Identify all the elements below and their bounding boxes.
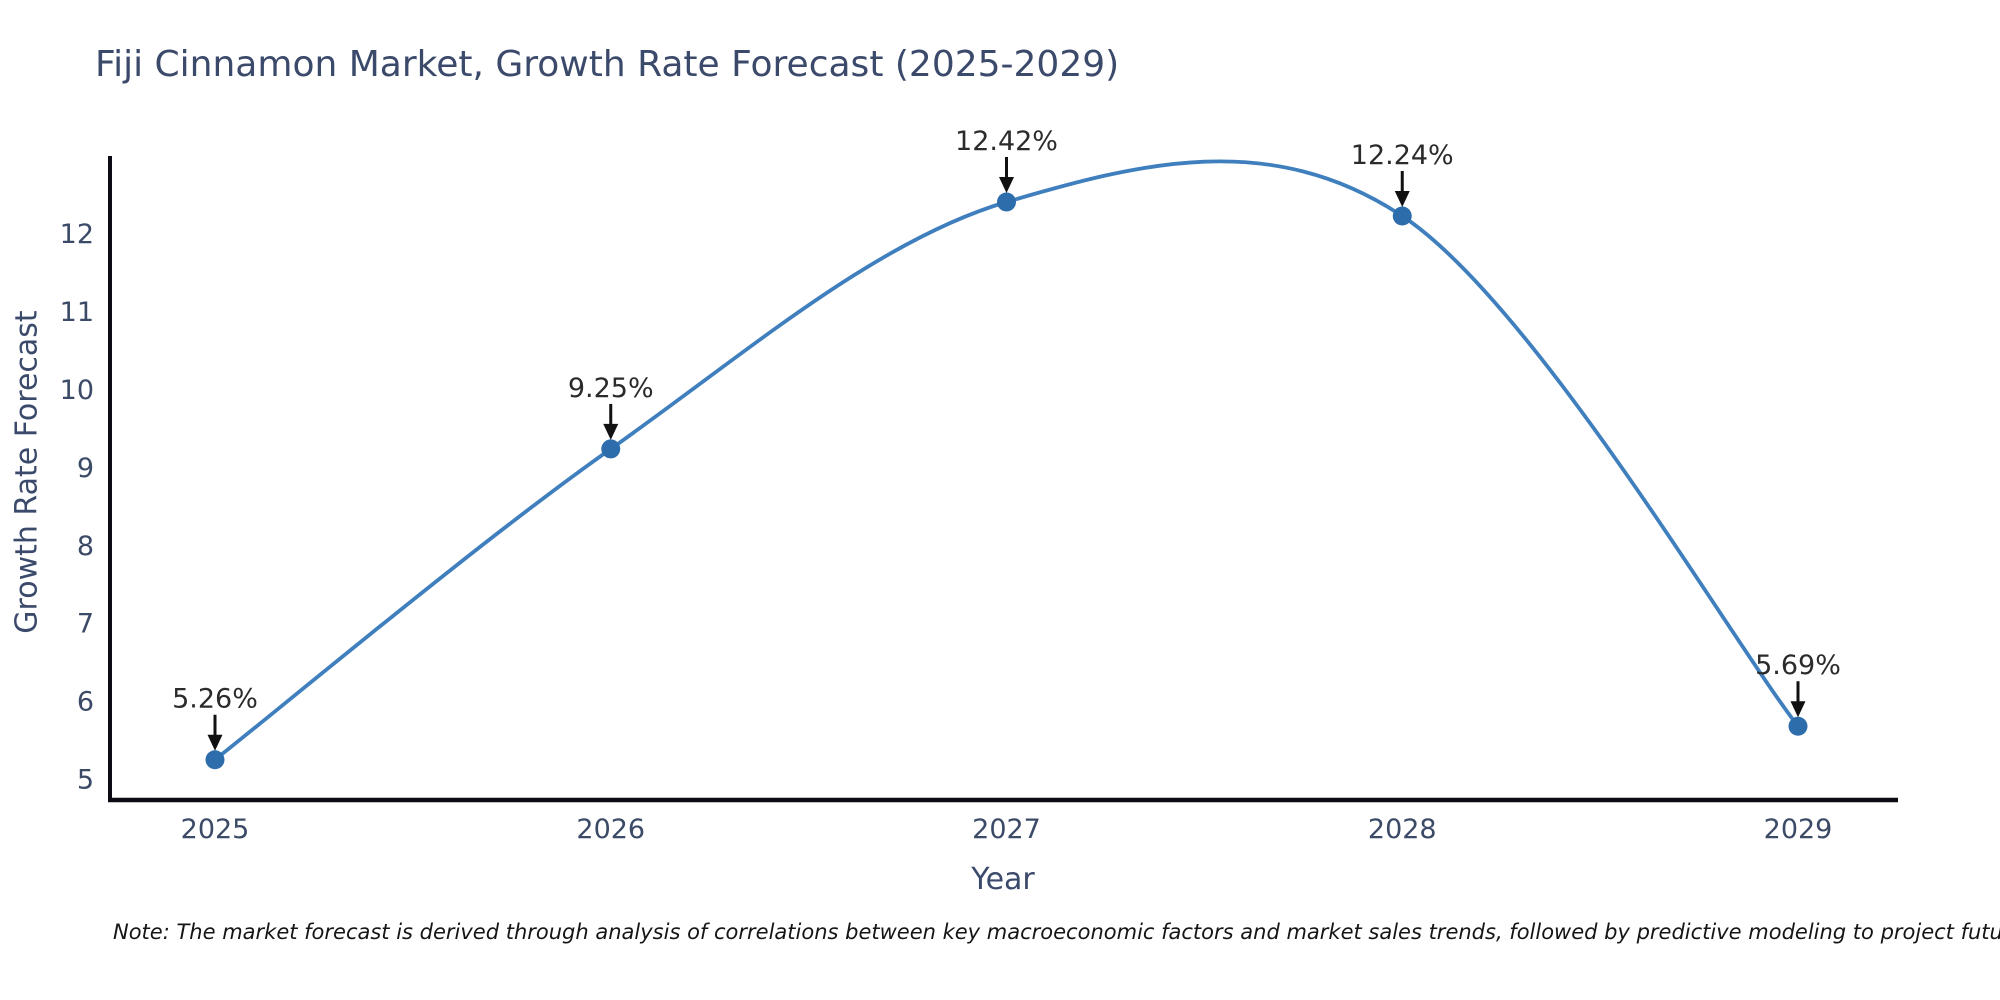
data-point-markers (205, 192, 1808, 770)
x-tick-label: 2029 (1764, 814, 1833, 845)
y-tick-label: 11 (60, 297, 94, 328)
data-point-marker (1392, 206, 1412, 226)
x-tick-label: 2028 (1368, 814, 1437, 845)
data-point-marker (205, 750, 225, 770)
y-tick-label: 7 (77, 609, 94, 640)
data-point-label: 12.24% (1351, 140, 1454, 171)
x-tick-label: 2026 (576, 814, 645, 845)
data-point-label: 12.42% (955, 126, 1058, 157)
data-point-marker (601, 439, 621, 459)
y-tick-label: 8 (77, 531, 94, 562)
chart-title: Fiji Cinnamon Market, Growth Rate Foreca… (95, 44, 1120, 85)
annotation-arrowhead-icon (1790, 701, 1806, 718)
data-point-label: 9.25% (568, 373, 654, 404)
axes (108, 156, 1898, 803)
data-point-marker (1788, 716, 1808, 736)
y-tick-labels: 5 6 7 8 9 10 11 12 (60, 219, 94, 795)
footnote: Note: The market forecast is derived thr… (113, 920, 2000, 944)
data-point-label: 5.26% (172, 684, 258, 715)
y-tick-label: 6 (77, 687, 94, 718)
y-tick-label: 12 (60, 219, 94, 250)
annotation-arrowhead-icon (1394, 191, 1410, 208)
x-tick-labels: 2025 2026 2027 2028 2029 (181, 814, 1833, 845)
x-tick-label: 2027 (972, 814, 1041, 845)
data-point-annotations: 5.26% 9.25% 12.42% 12.24% 5.69% (172, 126, 1841, 751)
annotation-arrowhead-icon (603, 423, 619, 440)
x-axis-title: Year (971, 862, 1035, 897)
y-tick-label: 5 (77, 765, 94, 796)
data-point-marker (997, 192, 1016, 212)
y-tick-label: 10 (60, 375, 94, 406)
annotation-arrowhead-icon (207, 734, 223, 751)
x-tick-label: 2025 (181, 814, 250, 845)
data-point-label: 5.69% (1755, 650, 1841, 681)
series-line (213, 159, 1800, 762)
annotation-arrowhead-icon (999, 176, 1014, 193)
y-tick-label: 9 (77, 453, 94, 484)
y-axis-title: Growth Rate Forecast (9, 310, 45, 634)
